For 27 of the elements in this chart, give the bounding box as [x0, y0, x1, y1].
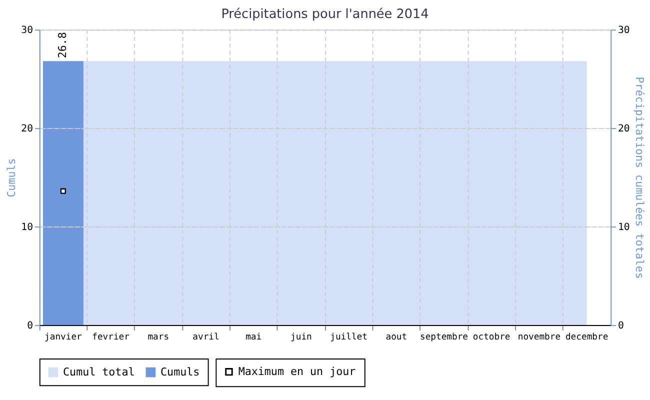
x-tick-label: mars: [148, 332, 170, 342]
x-tick-label: mai: [246, 332, 262, 342]
x-tick-label: octobre: [472, 332, 510, 342]
x-tick-label: fevrier: [92, 332, 130, 342]
legend-label: Cumuls: [160, 365, 200, 378]
y-axis-title: Cumuls: [5, 158, 18, 198]
x-tick-label: septembre: [420, 332, 468, 342]
x-tick-label: decembre: [565, 332, 608, 342]
y2-tick-label: 0: [618, 320, 624, 332]
chart-title: Précipitations pour l'année 2014: [221, 6, 429, 22]
x-tick-label: juin: [290, 332, 312, 342]
legend-label: Maximum en un jour: [238, 364, 356, 378]
x-tick-label: aout: [386, 332, 408, 342]
y-tick-label: 20: [21, 124, 34, 135]
y2-tick-label: 20: [618, 124, 630, 135]
x-tick-label: novembre: [518, 332, 561, 342]
x-tick-label: juillet: [330, 332, 368, 342]
x-tick-label: avril: [192, 332, 220, 342]
y2-tick-label: 10: [618, 222, 630, 233]
y-tick-label: 30: [21, 25, 34, 36]
data-label: 26.8: [56, 32, 70, 58]
y2-axis-title: Précipitations cumulées totales: [632, 76, 646, 279]
legend-label: Cumul total: [63, 365, 135, 378]
x-tick-label: janvier: [44, 332, 82, 342]
y2-tick-label: 30: [618, 25, 630, 36]
y-tick-label: 10: [21, 222, 34, 233]
y-tick-label: 0: [27, 320, 34, 332]
